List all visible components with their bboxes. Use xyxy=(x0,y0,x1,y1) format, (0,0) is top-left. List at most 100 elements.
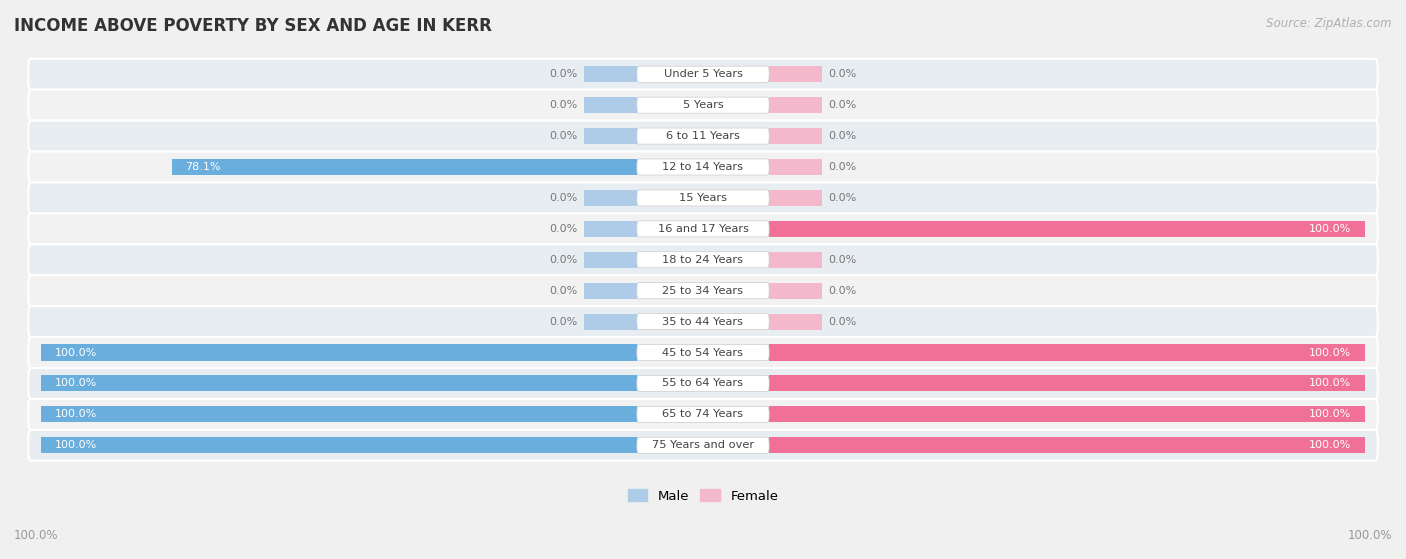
Text: 100.0%: 100.0% xyxy=(1309,378,1351,389)
Text: 100.0%: 100.0% xyxy=(55,378,97,389)
Text: 0.0%: 0.0% xyxy=(828,255,856,265)
Text: 75 Years and over: 75 Years and over xyxy=(652,440,754,451)
Bar xyxy=(769,66,823,82)
Bar xyxy=(583,66,637,82)
Text: 0.0%: 0.0% xyxy=(828,162,856,172)
Bar xyxy=(769,190,823,206)
Bar xyxy=(769,159,823,175)
Text: 0.0%: 0.0% xyxy=(828,100,856,110)
Bar xyxy=(583,128,637,144)
Bar xyxy=(41,406,637,423)
Text: 0.0%: 0.0% xyxy=(550,69,578,79)
Text: 0.0%: 0.0% xyxy=(550,316,578,326)
Bar xyxy=(769,190,823,206)
Text: 0.0%: 0.0% xyxy=(550,131,578,141)
Bar xyxy=(41,406,637,423)
FancyBboxPatch shape xyxy=(637,190,769,206)
Bar xyxy=(172,159,637,175)
FancyBboxPatch shape xyxy=(28,337,1378,368)
FancyBboxPatch shape xyxy=(637,221,769,237)
Bar xyxy=(583,283,637,299)
Bar xyxy=(583,221,637,237)
Text: 0.0%: 0.0% xyxy=(550,224,578,234)
Bar xyxy=(769,252,823,268)
Bar xyxy=(769,376,1365,391)
Text: 6 to 11 Years: 6 to 11 Years xyxy=(666,131,740,141)
Text: 100.0%: 100.0% xyxy=(1309,224,1351,234)
Text: 12 to 14 Years: 12 to 14 Years xyxy=(662,162,744,172)
Bar xyxy=(41,437,637,453)
Bar xyxy=(769,437,1365,453)
Text: 100.0%: 100.0% xyxy=(55,348,97,358)
Text: 0.0%: 0.0% xyxy=(828,193,856,203)
Bar xyxy=(583,66,637,82)
Bar xyxy=(769,283,823,299)
Text: 0.0%: 0.0% xyxy=(550,193,578,203)
Text: 0.0%: 0.0% xyxy=(550,100,578,110)
Text: 0.0%: 0.0% xyxy=(550,286,578,296)
Text: 100.0%: 100.0% xyxy=(1347,529,1392,542)
FancyBboxPatch shape xyxy=(28,306,1378,337)
Bar xyxy=(769,97,823,113)
Bar xyxy=(583,97,637,113)
FancyBboxPatch shape xyxy=(637,314,769,330)
Bar xyxy=(769,344,1365,361)
Bar xyxy=(769,252,823,268)
Bar xyxy=(41,376,637,391)
Bar xyxy=(583,283,637,299)
Bar xyxy=(769,376,1365,391)
Text: 18 to 24 Years: 18 to 24 Years xyxy=(662,255,744,265)
Bar xyxy=(769,283,823,299)
FancyBboxPatch shape xyxy=(637,437,769,453)
Bar xyxy=(583,128,637,144)
FancyBboxPatch shape xyxy=(28,399,1378,430)
Text: Source: ZipAtlas.com: Source: ZipAtlas.com xyxy=(1267,17,1392,30)
Text: 35 to 44 Years: 35 to 44 Years xyxy=(662,316,744,326)
Bar xyxy=(769,97,823,113)
Legend: Male, Female: Male, Female xyxy=(623,484,783,508)
FancyBboxPatch shape xyxy=(637,66,769,82)
Bar xyxy=(583,190,637,206)
FancyBboxPatch shape xyxy=(28,182,1378,214)
FancyBboxPatch shape xyxy=(637,283,769,299)
Bar xyxy=(769,128,823,144)
Text: 0.0%: 0.0% xyxy=(828,316,856,326)
Bar xyxy=(41,344,637,361)
Text: 100.0%: 100.0% xyxy=(14,529,59,542)
Text: 100.0%: 100.0% xyxy=(55,409,97,419)
Bar xyxy=(769,221,1365,237)
Bar xyxy=(769,406,1365,423)
Text: 16 and 17 Years: 16 and 17 Years xyxy=(658,224,748,234)
Bar xyxy=(769,344,1365,361)
Bar xyxy=(583,97,637,113)
FancyBboxPatch shape xyxy=(28,89,1378,121)
FancyBboxPatch shape xyxy=(28,430,1378,461)
FancyBboxPatch shape xyxy=(637,344,769,361)
FancyBboxPatch shape xyxy=(28,214,1378,244)
Bar xyxy=(583,314,637,330)
FancyBboxPatch shape xyxy=(637,252,769,268)
Text: 5 Years: 5 Years xyxy=(683,100,723,110)
Text: 100.0%: 100.0% xyxy=(1309,348,1351,358)
Bar xyxy=(583,221,637,237)
FancyBboxPatch shape xyxy=(637,159,769,175)
FancyBboxPatch shape xyxy=(28,368,1378,399)
Text: 100.0%: 100.0% xyxy=(1309,409,1351,419)
Bar xyxy=(172,159,637,175)
Text: Under 5 Years: Under 5 Years xyxy=(664,69,742,79)
Text: 0.0%: 0.0% xyxy=(828,131,856,141)
Text: INCOME ABOVE POVERTY BY SEX AND AGE IN KERR: INCOME ABOVE POVERTY BY SEX AND AGE IN K… xyxy=(14,17,492,35)
Bar xyxy=(769,221,1365,237)
Text: 25 to 34 Years: 25 to 34 Years xyxy=(662,286,744,296)
Bar xyxy=(769,159,823,175)
Bar xyxy=(41,344,637,361)
Text: 78.1%: 78.1% xyxy=(186,162,221,172)
FancyBboxPatch shape xyxy=(637,376,769,391)
Text: 55 to 64 Years: 55 to 64 Years xyxy=(662,378,744,389)
Text: 45 to 54 Years: 45 to 54 Years xyxy=(662,348,744,358)
Bar xyxy=(769,314,823,330)
Bar xyxy=(583,252,637,268)
Bar xyxy=(769,128,823,144)
FancyBboxPatch shape xyxy=(28,151,1378,182)
FancyBboxPatch shape xyxy=(637,406,769,423)
